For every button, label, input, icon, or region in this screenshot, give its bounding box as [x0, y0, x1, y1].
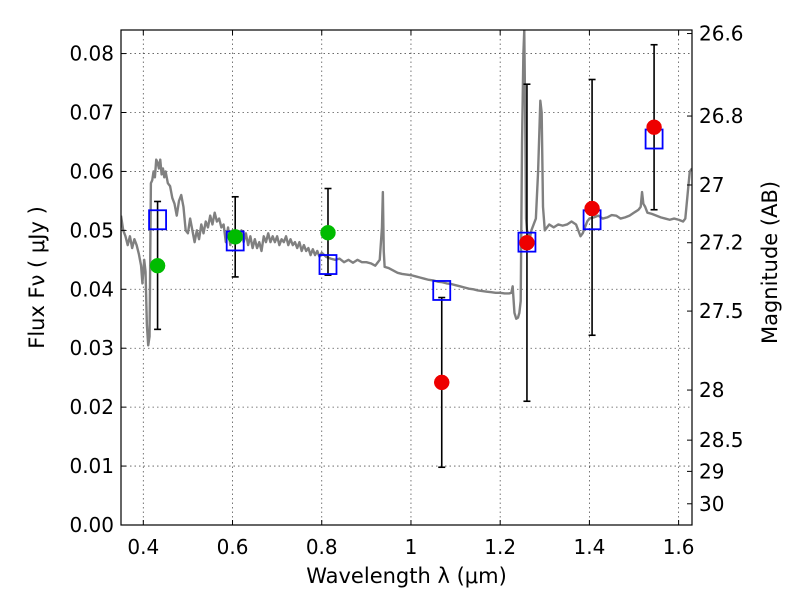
y-axis-label: Flux Fν ( μJy ) — [25, 206, 49, 349]
x-tick-label: 1.6 — [663, 535, 695, 559]
x-tick-label: 0.6 — [217, 535, 249, 559]
plot-frame — [120, 29, 693, 526]
model-box-marker — [148, 209, 167, 231]
tick-marks — [121, 30, 692, 526]
y-axis-right-label: Magnitude (AB) — [758, 181, 782, 344]
red-data-point — [519, 234, 535, 251]
right-tick-label: 28.5 — [699, 428, 744, 452]
model-box-marker — [517, 231, 537, 253]
model-box-marker — [432, 280, 452, 301]
tick-labels: 0.4 0.6 0.8 1 1.2 1.4 1.6 0.00 0.01 0.02 0.03 0.04 0… — [69, 22, 743, 559]
right-tick-label: 28 — [699, 378, 724, 402]
y-tick-label: 0.07 — [69, 101, 114, 125]
right-tick-label: 30 — [699, 492, 724, 516]
right-tick-label: 27 — [699, 173, 724, 197]
red-data-point — [646, 119, 662, 135]
green-data-point — [320, 224, 336, 241]
right-tick-label: 26.6 — [699, 22, 744, 46]
right-tick-label: 29 — [699, 459, 724, 483]
y-tick-label: 0.00 — [69, 513, 114, 537]
x-tick-label: 1.4 — [573, 535, 605, 559]
x-axis-label: Wavelength λ (μm) — [306, 564, 507, 588]
x-tick-label: 1.2 — [484, 535, 516, 559]
y-tick-label: 0.05 — [69, 218, 114, 242]
y-tick-label: 0.08 — [69, 42, 114, 66]
data-points — [148, 119, 664, 391]
y-tick-label: 0.02 — [69, 395, 114, 419]
right-tick-label: 27.5 — [699, 299, 744, 323]
spectrum — [121, 30, 692, 347]
x-tick-label: 1 — [405, 535, 418, 559]
model-box-marker — [318, 254, 338, 275]
right-tick-label: 26.8 — [699, 104, 744, 128]
y-tick-label: 0.04 — [69, 277, 114, 301]
red-data-point — [433, 374, 450, 391]
x-tick-label: 0.8 — [306, 535, 338, 559]
x-tick-label: 0.4 — [127, 535, 159, 559]
right-tick-label: 27.2 — [699, 231, 744, 255]
y-tick-label: 0.03 — [69, 336, 114, 360]
y-tick-label: 0.06 — [69, 159, 114, 183]
green-data-point — [149, 257, 166, 274]
y-tick-label: 0.01 — [69, 454, 114, 478]
green-data-point — [227, 229, 243, 245]
red-data-point — [584, 200, 600, 217]
spectrum-line — [121, 30, 692, 347]
